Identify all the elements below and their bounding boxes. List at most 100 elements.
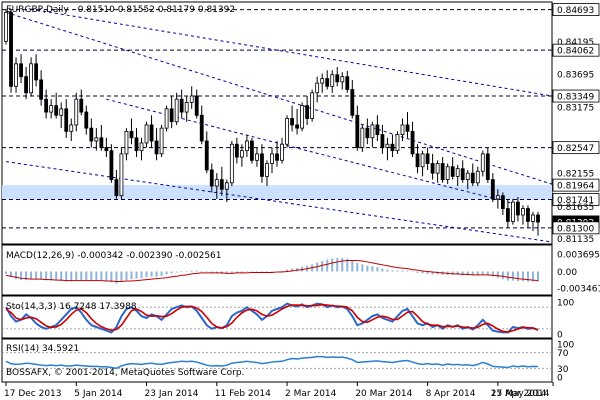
candle-body bbox=[315, 82, 320, 94]
candle bbox=[450, 157, 455, 180]
candle-body bbox=[470, 172, 475, 184]
candle-body bbox=[169, 108, 174, 123]
price-tag-box bbox=[552, 3, 600, 16]
candle bbox=[480, 150, 485, 177]
candle-body bbox=[480, 153, 485, 172]
macd-bar bbox=[80, 271, 83, 281]
candle-body bbox=[199, 114, 204, 142]
candle bbox=[129, 118, 134, 145]
macd-bar bbox=[521, 271, 524, 282]
candle-body bbox=[395, 134, 400, 152]
candle bbox=[149, 115, 154, 148]
horizontal-levels bbox=[2, 9, 552, 229]
candle-body bbox=[330, 74, 335, 87]
candle bbox=[144, 121, 149, 148]
candle-body bbox=[280, 143, 284, 161]
rsi-title: RSI(14) 34.5921 bbox=[6, 344, 79, 354]
macd-bar bbox=[175, 271, 178, 273]
candle bbox=[300, 102, 305, 132]
candle bbox=[124, 128, 129, 161]
candle bbox=[260, 144, 264, 183]
candle-body bbox=[300, 105, 305, 129]
macd-bar bbox=[195, 270, 198, 272]
candle bbox=[505, 198, 510, 228]
macd-signal-line bbox=[5, 260, 539, 283]
candle bbox=[104, 137, 109, 158]
candle bbox=[194, 89, 199, 119]
candle bbox=[435, 160, 440, 183]
macd-bar bbox=[361, 264, 364, 272]
candle-body bbox=[360, 127, 365, 148]
candle bbox=[521, 205, 525, 225]
candle-body bbox=[99, 137, 104, 148]
sto-signal-line bbox=[5, 303, 539, 333]
candle-body bbox=[490, 179, 495, 200]
price-tick-label: 0.81635 bbox=[557, 203, 594, 213]
candle-body bbox=[164, 108, 169, 129]
time-tick-label: 2 Mar 2014 bbox=[285, 389, 337, 399]
candle bbox=[465, 169, 470, 190]
candle bbox=[270, 147, 274, 174]
candle-body bbox=[229, 143, 234, 184]
price-tag-box bbox=[552, 193, 600, 206]
price-tag-box bbox=[552, 178, 600, 192]
candle bbox=[485, 147, 490, 183]
candle-body bbox=[114, 179, 119, 197]
candle-body bbox=[375, 124, 380, 135]
candle bbox=[119, 147, 124, 199]
candle-body bbox=[390, 143, 395, 152]
macd-series bbox=[5, 258, 539, 284]
stochastic-series bbox=[2, 302, 552, 334]
macd-bar bbox=[140, 271, 143, 279]
macd-bar bbox=[531, 271, 534, 282]
candle-body bbox=[380, 134, 385, 148]
candle bbox=[224, 179, 229, 203]
macd-bar bbox=[115, 271, 118, 284]
candle bbox=[64, 99, 69, 138]
indicator-tick-label: -0.003461 bbox=[557, 285, 600, 295]
candle-body bbox=[109, 150, 114, 181]
candle bbox=[44, 89, 49, 119]
candle-body bbox=[370, 124, 375, 139]
candle bbox=[69, 118, 74, 142]
candle-body bbox=[94, 137, 99, 142]
candle bbox=[174, 92, 179, 125]
candle-body bbox=[450, 166, 455, 177]
candle bbox=[285, 115, 289, 148]
macd-bar bbox=[476, 271, 479, 276]
candle-body bbox=[415, 153, 420, 168]
candle bbox=[54, 92, 59, 119]
candle bbox=[290, 105, 294, 132]
candle bbox=[305, 95, 310, 125]
candle bbox=[250, 137, 254, 164]
candle bbox=[255, 147, 259, 167]
macd-bar bbox=[416, 271, 419, 273]
candle-body bbox=[134, 137, 139, 152]
macd-bar bbox=[20, 271, 23, 281]
macd-bar bbox=[341, 258, 344, 272]
price-tick-label: 0.81964 bbox=[557, 182, 594, 192]
candle-body bbox=[400, 124, 405, 135]
candle bbox=[265, 160, 269, 187]
candle bbox=[325, 70, 330, 90]
candle-body bbox=[420, 153, 425, 168]
candle bbox=[320, 73, 325, 93]
candle bbox=[345, 70, 350, 93]
candle bbox=[470, 163, 475, 187]
candle bbox=[400, 118, 405, 142]
candle-body bbox=[4, 11, 8, 42]
candle bbox=[209, 163, 214, 193]
macd-bar bbox=[10, 271, 13, 278]
macd-bar bbox=[40, 271, 43, 280]
candle-body bbox=[209, 169, 214, 187]
candle-body bbox=[139, 142, 144, 152]
macd-bar bbox=[396, 270, 399, 272]
price-tick-label: 0.83695 bbox=[557, 70, 594, 80]
candle-body bbox=[129, 130, 134, 139]
candle bbox=[84, 105, 89, 135]
macd-bar bbox=[331, 258, 334, 272]
macd-bar bbox=[255, 271, 258, 272]
price-tick-label: 0.84693 bbox=[557, 6, 594, 16]
candle-body bbox=[320, 78, 325, 84]
macd-bar bbox=[381, 268, 384, 272]
